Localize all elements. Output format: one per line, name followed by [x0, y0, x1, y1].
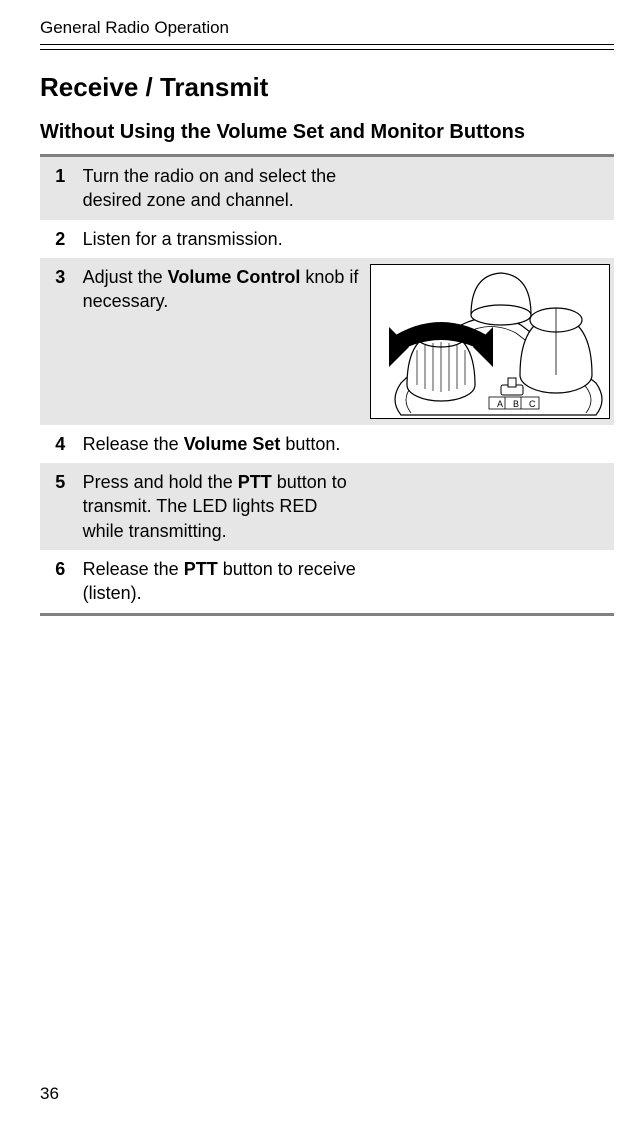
step-text-span: Release the: [83, 559, 184, 579]
step-text: Turn the radio on and select the desired…: [77, 156, 370, 220]
step-number: 3: [40, 258, 77, 425]
label-b: B: [513, 399, 519, 409]
step-text-span: Release the: [83, 434, 184, 454]
step-text-span: Turn the radio on and select the desired…: [83, 166, 337, 210]
step-text-bold: Volume Control: [168, 267, 301, 287]
table-row: 6Release the PTT button to receive (list…: [40, 550, 614, 614]
step-text: Listen for a transmission.: [77, 220, 370, 258]
label-a: A: [497, 399, 503, 409]
table-row: 1Turn the radio on and select the desire…: [40, 156, 614, 220]
step-number: 5: [40, 463, 77, 550]
step-text: Release the PTT button to receive (liste…: [77, 550, 370, 614]
step-image-cell: A B C: [370, 258, 614, 425]
step-text: Press and hold the PTT button to transmi…: [77, 463, 370, 550]
section-title: Receive / Transmit: [40, 72, 614, 103]
step-text-bold: PTT: [238, 472, 272, 492]
table-row: 4Release the Volume Set button.: [40, 425, 614, 463]
step-image-cell: [370, 463, 614, 550]
table-row: 2 Listen for a transmission.: [40, 220, 614, 258]
step-text-span: Press and hold the: [83, 472, 238, 492]
step-text-bold: PTT: [184, 559, 218, 579]
step-text-span: Listen for a transmission.: [83, 229, 283, 249]
step-image-cell: [370, 425, 614, 463]
steps-table: 1Turn the radio on and select the desire…: [40, 154, 614, 616]
table-row: 5Press and hold the PTT button to transm…: [40, 463, 614, 550]
step-number: 2: [40, 220, 77, 258]
step-text-span: Adjust the: [83, 267, 168, 287]
subsection-title: Without Using the Volume Set and Monitor…: [40, 121, 614, 144]
page: General Radio Operation Receive / Transm…: [0, 0, 642, 1126]
step-image-cell: [370, 550, 614, 614]
label-c: C: [529, 399, 536, 409]
step-number: 4: [40, 425, 77, 463]
step-number: 1: [40, 156, 77, 220]
knob-illustration-box: A B C: [370, 264, 610, 419]
running-head: General Radio Operation: [40, 18, 614, 38]
step-text: Release the Volume Set button.: [77, 425, 370, 463]
step-number: 6: [40, 550, 77, 614]
header-rule: [40, 44, 614, 50]
step-image-cell: [370, 220, 614, 258]
volume-knob-illustration: A B C: [371, 265, 610, 419]
step-text-span: button.: [280, 434, 340, 454]
page-number: 36: [40, 1084, 59, 1104]
step-text: Adjust the Volume Control knob if necess…: [77, 258, 370, 425]
step-text-bold: Volume Set: [184, 434, 281, 454]
table-row: 3Adjust the Volume Control knob if neces…: [40, 258, 614, 425]
step-image-cell: [370, 156, 614, 220]
